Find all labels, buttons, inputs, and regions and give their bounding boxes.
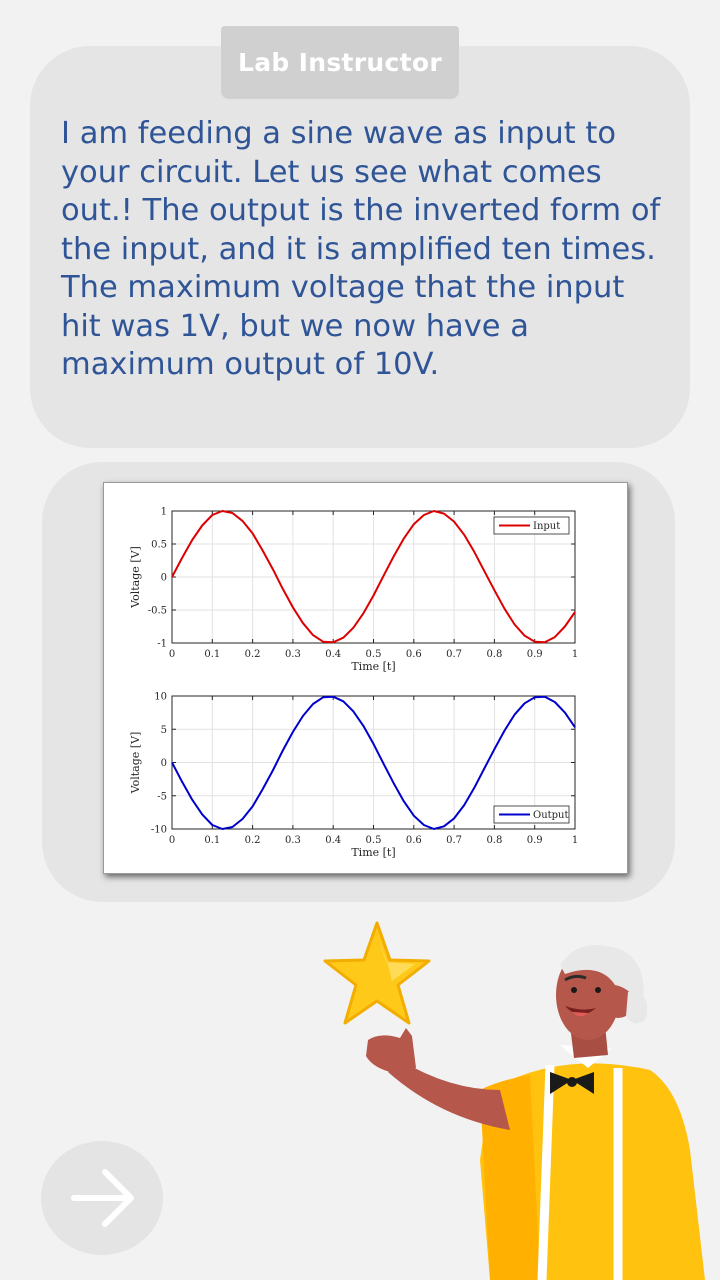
legend-label: Input	[533, 521, 560, 532]
x-axis-label: Time [t]	[351, 846, 395, 859]
x-tick-label: 0.8	[486, 835, 502, 846]
instructor-message: I am feeding a sine wave as input to you…	[61, 116, 661, 382]
chart-svg: 0 0.1 0.2 0.3 0.4 0.5 0.6 0.7 0.8 0.9 1 1 0.5 0 -0.5 -1…	[129, 507, 578, 860]
x-tick-label: 0.1	[204, 649, 220, 660]
x-tick-label: 0.2	[245, 835, 261, 846]
y-axis-label: Voltage [V]	[129, 732, 142, 795]
x-tick-label: 0.6	[406, 649, 422, 660]
speaker-name-tab: Lab Instructor	[221, 26, 459, 99]
x-tick-label: 1	[572, 835, 578, 846]
x-tick-label: 0.1	[204, 835, 220, 846]
instructor-illustration	[366, 945, 705, 1280]
next-button[interactable]	[41, 1141, 163, 1255]
y-tick-label: -1	[157, 639, 167, 650]
x-tick-label: 0.6	[406, 835, 422, 846]
y-tick-label: 0	[161, 758, 167, 769]
x-tick-label: 0.2	[245, 649, 261, 660]
y-tick-label: 0	[161, 573, 167, 584]
y-tick-label: 10	[154, 692, 167, 703]
y-tick-label: 5	[161, 725, 167, 736]
y-tick-label: 0.5	[151, 540, 167, 551]
x-tick-label: 0.8	[486, 649, 502, 660]
x-tick-label: 0.5	[366, 835, 382, 846]
series-line-input	[171, 510, 576, 644]
x-tick-label: 0.7	[446, 835, 462, 846]
y-tick-label: -5	[157, 791, 167, 802]
star-icon	[323, 921, 431, 1025]
y-tick-label: -10	[151, 825, 167, 836]
x-tick-label: 0	[169, 649, 175, 660]
x-tick-label: 0.5	[366, 649, 382, 660]
chart-figure: 0 0.1 0.2 0.3 0.4 0.5 0.6 0.7 0.8 0.9 1 1 0.5 0 -0.5 -1…	[103, 482, 628, 874]
legend-box	[493, 516, 570, 535]
x-tick-label: 0.4	[325, 649, 341, 660]
legend-box	[493, 805, 570, 824]
y-tick-label: -0.5	[148, 606, 167, 617]
legend-label: Output	[533, 810, 569, 821]
x-axis-label: Time [t]	[351, 660, 395, 673]
speech-card	[30, 46, 690, 448]
x-tick-label: 0.4	[325, 835, 341, 846]
y-axis-label: Voltage [V]	[129, 546, 142, 609]
x-tick-label: 0.7	[446, 649, 462, 660]
y-tick-label: 1	[161, 507, 167, 518]
x-tick-label: 0	[169, 835, 175, 846]
x-tick-label: 0.3	[285, 835, 301, 846]
x-tick-label: 1	[572, 649, 578, 660]
x-tick-label: 0.9	[527, 835, 543, 846]
arrow-right-icon	[71, 1169, 134, 1227]
x-tick-label: 0.9	[527, 649, 543, 660]
series-line-output	[171, 695, 576, 830]
x-tick-label: 0.3	[285, 649, 301, 660]
